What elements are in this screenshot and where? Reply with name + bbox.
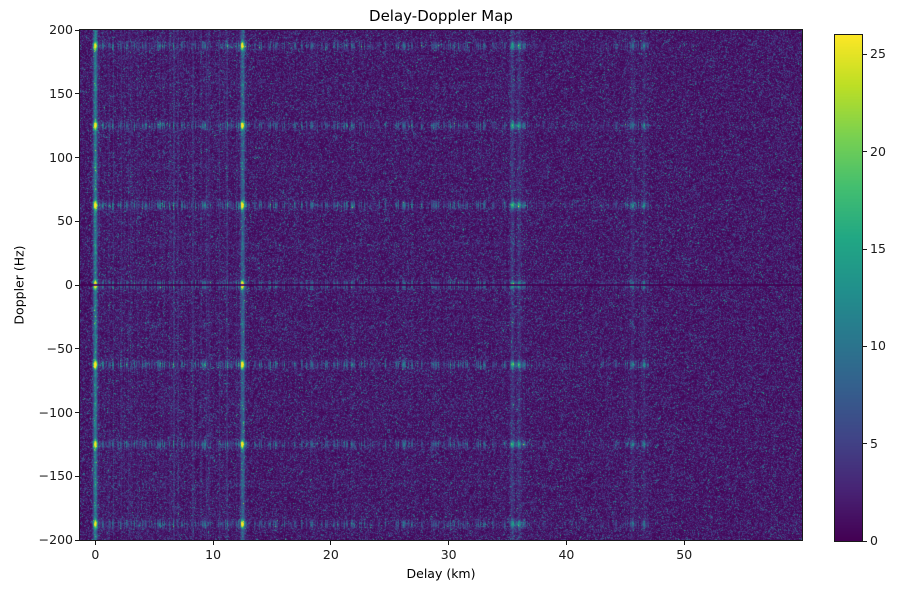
x-tick-mark	[94, 541, 96, 545]
y-tick-mark	[75, 539, 79, 541]
x-tick-mark	[330, 541, 332, 545]
y-tick-label: −150	[38, 468, 73, 484]
colorbar-tick-mark	[863, 53, 867, 55]
y-tick-mark	[75, 412, 79, 413]
y-tick-mark	[75, 93, 79, 95]
colorbar-tick-label: 10	[870, 338, 886, 354]
colorbar-canvas	[835, 35, 862, 541]
chart-title: Delay-Doppler Map	[369, 7, 513, 25]
colorbar-tick-label: 15	[870, 241, 886, 257]
y-tick-label: −200	[38, 532, 73, 547]
colorbar-tick-mark	[863, 540, 867, 542]
y-tick-label: 100	[49, 149, 73, 165]
colorbar-frame	[834, 34, 863, 542]
x-tick-label: 40	[558, 547, 575, 562]
colorbar-tick-mark	[863, 443, 867, 445]
colorbar-tick-label: 5	[870, 435, 878, 451]
x-tick-label: 0	[91, 547, 100, 562]
x-tick-mark	[212, 541, 214, 545]
x-tick-mark	[683, 541, 685, 545]
colorbar-tick-mark	[863, 248, 867, 250]
y-tick-label: −100	[38, 404, 73, 420]
x-tick-mark	[565, 541, 567, 545]
y-tick-mark	[75, 157, 79, 158]
x-axis-label: Delay (km)	[406, 566, 476, 581]
y-tick-label: −50	[46, 340, 73, 356]
heatmap-canvas	[80, 30, 802, 540]
colorbar-tick-label: 0	[870, 533, 878, 548]
colorbar-tick-label: 20	[870, 143, 886, 159]
y-tick-mark	[75, 475, 79, 477]
y-tick-label: 200	[49, 22, 73, 37]
y-tick-mark	[75, 348, 79, 350]
x-tick-label: 30	[440, 547, 457, 562]
colorbar-tick-mark	[863, 151, 867, 153]
y-tick-label: 0	[65, 277, 73, 292]
y-tick-label: 150	[49, 85, 73, 101]
plot-frame	[79, 29, 803, 541]
y-tick-mark	[75, 220, 79, 222]
x-tick-label: 20	[322, 547, 339, 562]
colorbar-tick-mark	[863, 345, 867, 347]
x-tick-label: 10	[205, 547, 222, 562]
y-tick-mark	[75, 29, 79, 31]
y-tick-label: 50	[57, 213, 73, 229]
y-tick-mark	[75, 284, 79, 286]
colorbar-tick-label: 25	[870, 46, 886, 62]
x-tick-mark	[448, 541, 450, 545]
x-tick-label: 50	[676, 547, 693, 562]
